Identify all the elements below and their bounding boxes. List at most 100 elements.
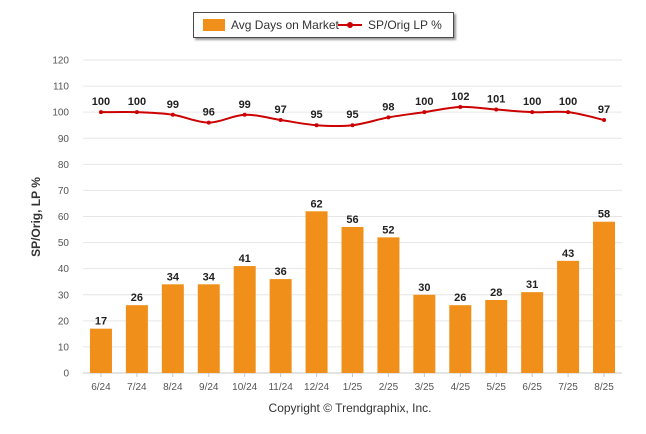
bar — [233, 266, 256, 373]
copyright-text: Copyright © Trendgraphix, Inc. — [268, 401, 432, 415]
bar — [377, 237, 400, 373]
bar-data-label: 43 — [562, 248, 574, 260]
y-tick-label: 60 — [58, 212, 70, 223]
bar-data-label: 17 — [95, 316, 107, 328]
line-point — [242, 112, 247, 117]
line-data-label: 100 — [415, 96, 433, 108]
line-data-label: 98 — [382, 101, 394, 113]
y-tick-label: 120 — [52, 56, 69, 67]
bar — [557, 260, 580, 373]
line-point — [422, 110, 427, 115]
y-tick-label: 20 — [58, 316, 70, 327]
line-data-label: 100 — [92, 96, 110, 108]
x-tick-label: 8/24 — [163, 382, 183, 393]
y-tick-label: 0 — [63, 369, 69, 380]
bar-data-label: 62 — [310, 198, 322, 210]
x-tick-label: 9/24 — [199, 382, 219, 393]
legend-item-days: Avg Days on Market — [203, 13, 339, 37]
line-data-label: 100 — [128, 96, 146, 108]
line-point — [134, 110, 139, 115]
y-tick-label: 110 — [53, 82, 69, 93]
line-point — [98, 110, 103, 115]
legend-swatch-bar — [203, 19, 225, 31]
bar-data-label: 26 — [454, 292, 466, 304]
bar — [125, 305, 148, 373]
line-point — [530, 110, 535, 115]
x-tick-label: 3/25 — [415, 382, 435, 393]
bar — [269, 279, 292, 373]
bar-data-label: 31 — [526, 279, 538, 291]
line-point — [602, 117, 607, 122]
line-point — [206, 120, 211, 125]
line-data-label: 99 — [167, 99, 179, 111]
line-data-label: 101 — [487, 94, 505, 106]
bar — [197, 284, 220, 373]
bar — [593, 221, 616, 373]
y-tick-label: 50 — [58, 238, 70, 249]
x-tick-label: 6/25 — [522, 382, 542, 393]
y-tick-label: 90 — [58, 134, 70, 145]
bar — [521, 292, 544, 373]
line-data-label: 100 — [559, 96, 577, 108]
bar-data-label: 56 — [346, 214, 358, 226]
line-data-label: 97 — [598, 104, 610, 116]
bar-data-label: 34 — [203, 271, 216, 283]
bar-data-label: 58 — [598, 209, 610, 221]
line-point — [170, 112, 175, 117]
bar-data-label: 36 — [275, 266, 287, 278]
x-tick-label: 8/25 — [594, 382, 614, 393]
legend-item-splp: SP/Orig LP % — [338, 13, 442, 37]
x-tick-label: 6/24 — [91, 382, 111, 393]
y-tick-label: 40 — [58, 264, 70, 275]
bar — [161, 284, 184, 373]
x-tick-label: 11/24 — [268, 382, 293, 393]
x-tick-label: 12/24 — [304, 382, 329, 393]
line-series — [98, 104, 607, 128]
legend-label-days: Avg Days on Market — [231, 18, 339, 32]
bar — [449, 305, 472, 373]
bar — [485, 299, 508, 373]
line-data-label: 95 — [310, 109, 322, 121]
x-tick-label: 5/25 — [486, 382, 506, 393]
line-point — [278, 117, 283, 122]
line-data-label: 95 — [346, 109, 358, 121]
line-data-label: 96 — [203, 107, 215, 119]
bar-data-labels: 17 26 34 34 41 36 62 56 52 30 26 28 31 43 58 — [95, 198, 610, 327]
bar-series — [89, 211, 616, 373]
y-tick-label: 70 — [58, 186, 70, 197]
bar-data-label: 28 — [490, 287, 502, 299]
legend-label-splp: SP/Orig LP % — [368, 18, 442, 32]
chart-legend: Avg Days on Market SP/Orig LP % — [193, 12, 454, 38]
y-axis-ticks: 0 10 20 30 40 50 60 70 80 90 100 110 120 — [52, 56, 69, 380]
line-data-label: 102 — [451, 91, 469, 103]
bar — [341, 226, 364, 373]
y-tick-label: 80 — [58, 160, 70, 171]
x-tick-label: 10/24 — [232, 382, 257, 393]
bar-data-label: 30 — [418, 282, 430, 294]
y-tick-label: 30 — [58, 290, 70, 301]
bar — [89, 328, 112, 373]
bar-data-label: 26 — [131, 292, 143, 304]
y-axis-label: SP/Orig, LP % — [29, 177, 43, 257]
legend-swatch-line — [338, 22, 362, 28]
line-data-label: 100 — [523, 96, 541, 108]
line-data-label: 99 — [239, 99, 251, 111]
bar-data-label: 41 — [239, 253, 251, 265]
bar-data-label: 52 — [382, 224, 394, 236]
line-point — [314, 123, 319, 128]
line-point — [350, 123, 355, 128]
bar — [305, 211, 328, 373]
x-tick-label: 2/25 — [379, 382, 399, 393]
x-tick-label: 4/25 — [451, 382, 471, 393]
line-point — [566, 110, 571, 115]
y-tick-label: 100 — [52, 108, 69, 119]
bar-data-label: 34 — [167, 271, 180, 283]
y-tick-label: 10 — [58, 342, 70, 353]
line-data-label: 97 — [275, 104, 287, 116]
x-tick-label: 1/25 — [343, 382, 363, 393]
x-tick-label: 7/24 — [127, 382, 147, 393]
x-axis-ticks: 6/24 7/24 8/24 9/24 10/24 11/24 12/24 1/25 2/25 3… — [91, 373, 614, 393]
line-point — [386, 115, 391, 120]
line-point — [458, 104, 463, 109]
